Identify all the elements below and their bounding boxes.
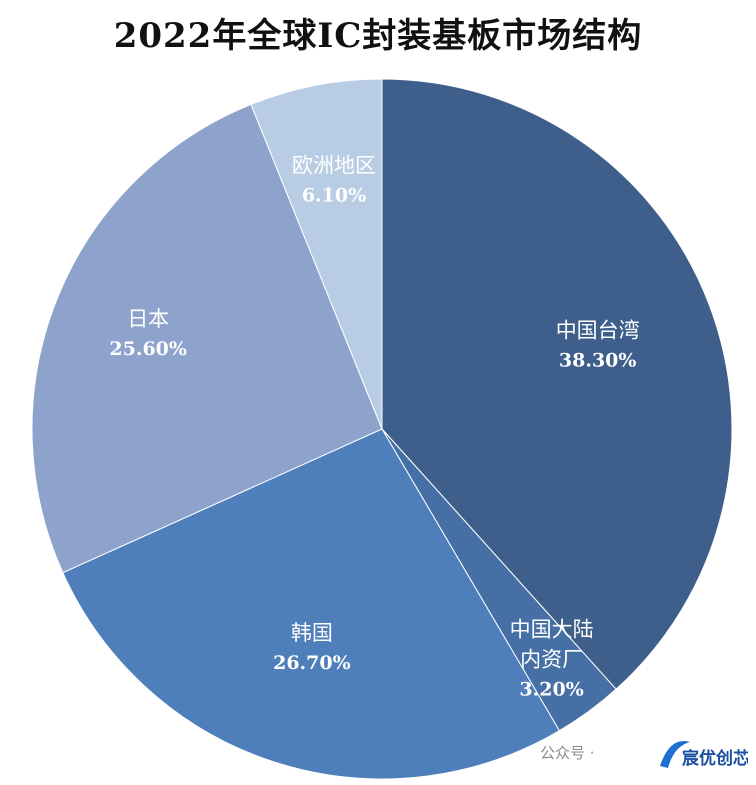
pie-slice-4	[31, 103, 383, 574]
slice-value-5: 6.10%	[302, 185, 366, 207]
slice-value-2: 3.20%	[519, 679, 583, 701]
slice-label-3: 韩国	[291, 621, 333, 645]
brand-logo-text: 宸优创芯	[682, 748, 748, 769]
chart-title: 2022年全球IC封装基板市场结构	[113, 16, 643, 56]
slice-label-2-line-2: 内资厂	[520, 648, 583, 672]
pie-slice-1	[381, 78, 733, 690]
slice-label-2-line-1: 中国大陆	[510, 618, 594, 642]
slice-label-1: 中国台湾	[556, 318, 640, 342]
slice-label-5: 欧洲地区	[292, 154, 376, 178]
slice-value-3: 26.70%	[273, 652, 351, 674]
slice-label-4: 日本	[127, 307, 169, 331]
pie-slice-3	[62, 428, 561, 780]
watermark-text: 公众号 ·	[540, 744, 595, 762]
brand-logo: 宸优创芯	[660, 741, 748, 769]
pie-slices	[31, 78, 733, 780]
slice-value-4: 25.60%	[109, 338, 187, 360]
pie-slice-5	[250, 78, 383, 430]
slice-value-1: 38.30%	[559, 349, 637, 371]
